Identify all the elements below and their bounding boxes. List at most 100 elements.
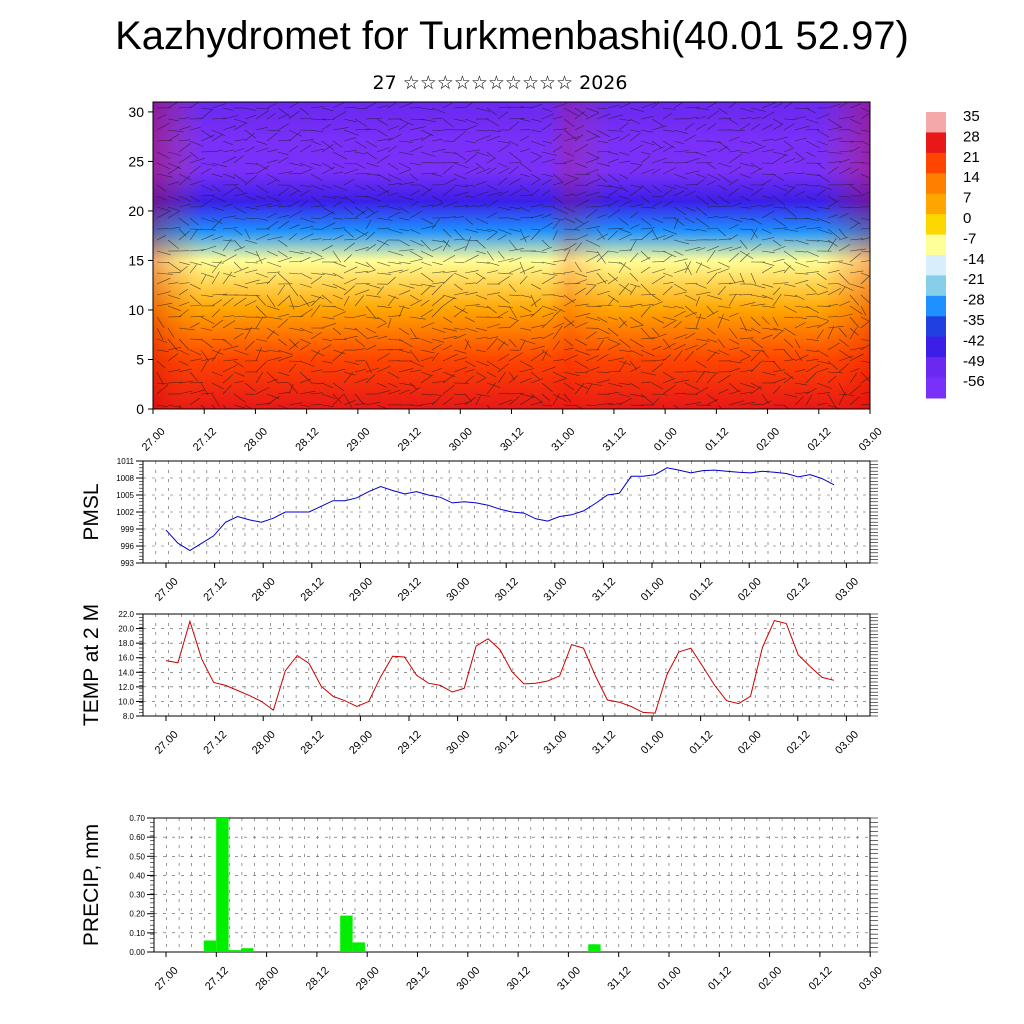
wind-vector	[772, 173, 785, 181]
wind-vector	[508, 228, 520, 232]
wind-vector	[178, 380, 193, 384]
precip-bar	[216, 818, 229, 952]
wind-vector	[420, 161, 433, 164]
wind-vector	[167, 226, 181, 230]
wind-vector	[189, 217, 199, 226]
wind-vector	[299, 300, 315, 307]
wind-vector	[475, 294, 488, 300]
wind-vector	[310, 276, 323, 285]
wind-vector	[431, 107, 446, 114]
colorbar-swatch	[926, 193, 946, 215]
wind-vector	[585, 269, 601, 274]
wind-vector	[299, 371, 312, 384]
wind-vector	[695, 217, 710, 228]
wind-vector	[343, 372, 354, 384]
wind-vector	[530, 250, 547, 253]
wind-vector	[607, 277, 619, 285]
wind-vector	[332, 272, 344, 279]
wind-vector	[772, 103, 783, 109]
wind-vector	[299, 162, 314, 169]
xtick-label: 27.12	[201, 729, 229, 757]
wind-vector	[453, 238, 465, 241]
wind-vector	[255, 316, 267, 318]
wind-vector	[310, 272, 325, 275]
wind-vector	[343, 242, 355, 252]
wind-vector	[398, 151, 413, 155]
wind-vector	[376, 205, 389, 208]
wind-vector	[783, 102, 793, 109]
wind-vector	[211, 371, 223, 377]
wind-vector	[200, 129, 213, 138]
wind-vector	[772, 258, 785, 263]
wind-vector	[222, 345, 239, 351]
wind-vector	[816, 321, 829, 329]
wind-vector	[398, 162, 411, 169]
wind-vector	[816, 261, 831, 264]
wind-vector	[805, 388, 817, 395]
wind-vector	[860, 112, 870, 120]
wind-vector	[816, 188, 827, 197]
wind-vector	[662, 145, 674, 153]
xtick-label: 29.12	[396, 576, 424, 604]
wind-vector	[475, 135, 491, 142]
wind-vector	[684, 228, 697, 231]
wind-vector	[739, 327, 753, 332]
wind-vector	[266, 271, 281, 274]
wind-vector	[255, 147, 269, 153]
wind-vector	[673, 129, 688, 134]
wind-vector	[508, 151, 522, 163]
wind-vector	[189, 180, 205, 186]
wind-vector	[585, 226, 600, 230]
wind-vector	[398, 181, 414, 186]
wind-vector	[486, 151, 496, 159]
wind-vector	[189, 195, 200, 203]
wind-vector	[288, 131, 301, 142]
wind-vector	[585, 158, 599, 164]
wind-vector	[552, 103, 567, 109]
wind-vector	[387, 296, 396, 307]
wind-vector	[541, 317, 554, 329]
wind-vector	[596, 140, 608, 143]
wind-vector	[574, 404, 584, 409]
wind-vector	[475, 151, 490, 157]
wind-vector	[662, 378, 676, 384]
wind-vector	[750, 204, 763, 208]
wind-vector	[310, 350, 321, 362]
wind-vector	[376, 352, 391, 362]
wind-vector	[596, 353, 609, 362]
wind-vector	[805, 173, 821, 176]
wind-vector	[211, 349, 224, 355]
wind-vector	[464, 153, 478, 164]
wind-vector	[838, 244, 851, 252]
wind-vector	[739, 302, 756, 307]
wind-vector	[211, 271, 220, 285]
wind-vector	[442, 336, 457, 340]
wind-vector	[673, 393, 686, 395]
wind-vector	[310, 392, 323, 395]
wind-vector	[387, 261, 402, 265]
wind-vector	[508, 375, 518, 384]
wind-vector	[508, 283, 517, 293]
wind-vector	[684, 261, 692, 276]
xtick-label: 28.00	[250, 576, 278, 604]
wind-vector	[222, 404, 228, 409]
wind-vector	[695, 247, 706, 252]
wind-vector	[794, 322, 806, 329]
xtick-label: 27.12	[203, 965, 231, 993]
wind-vector	[772, 227, 788, 230]
wind-vector	[574, 382, 585, 395]
wind-vector	[706, 140, 722, 143]
wind-vector	[464, 282, 476, 285]
wind-vector	[288, 200, 301, 208]
wind-vector	[684, 261, 692, 274]
wind-vector	[772, 151, 788, 156]
wind-vector	[508, 121, 520, 131]
wind-vector	[288, 260, 302, 263]
wind-vector	[442, 102, 454, 109]
wind-vector	[728, 367, 740, 373]
wind-vector	[563, 242, 577, 252]
wind-vector	[376, 305, 392, 308]
wind-vector	[805, 129, 820, 131]
ytick-label: 0.60	[129, 833, 145, 842]
wind-vector	[299, 250, 312, 254]
